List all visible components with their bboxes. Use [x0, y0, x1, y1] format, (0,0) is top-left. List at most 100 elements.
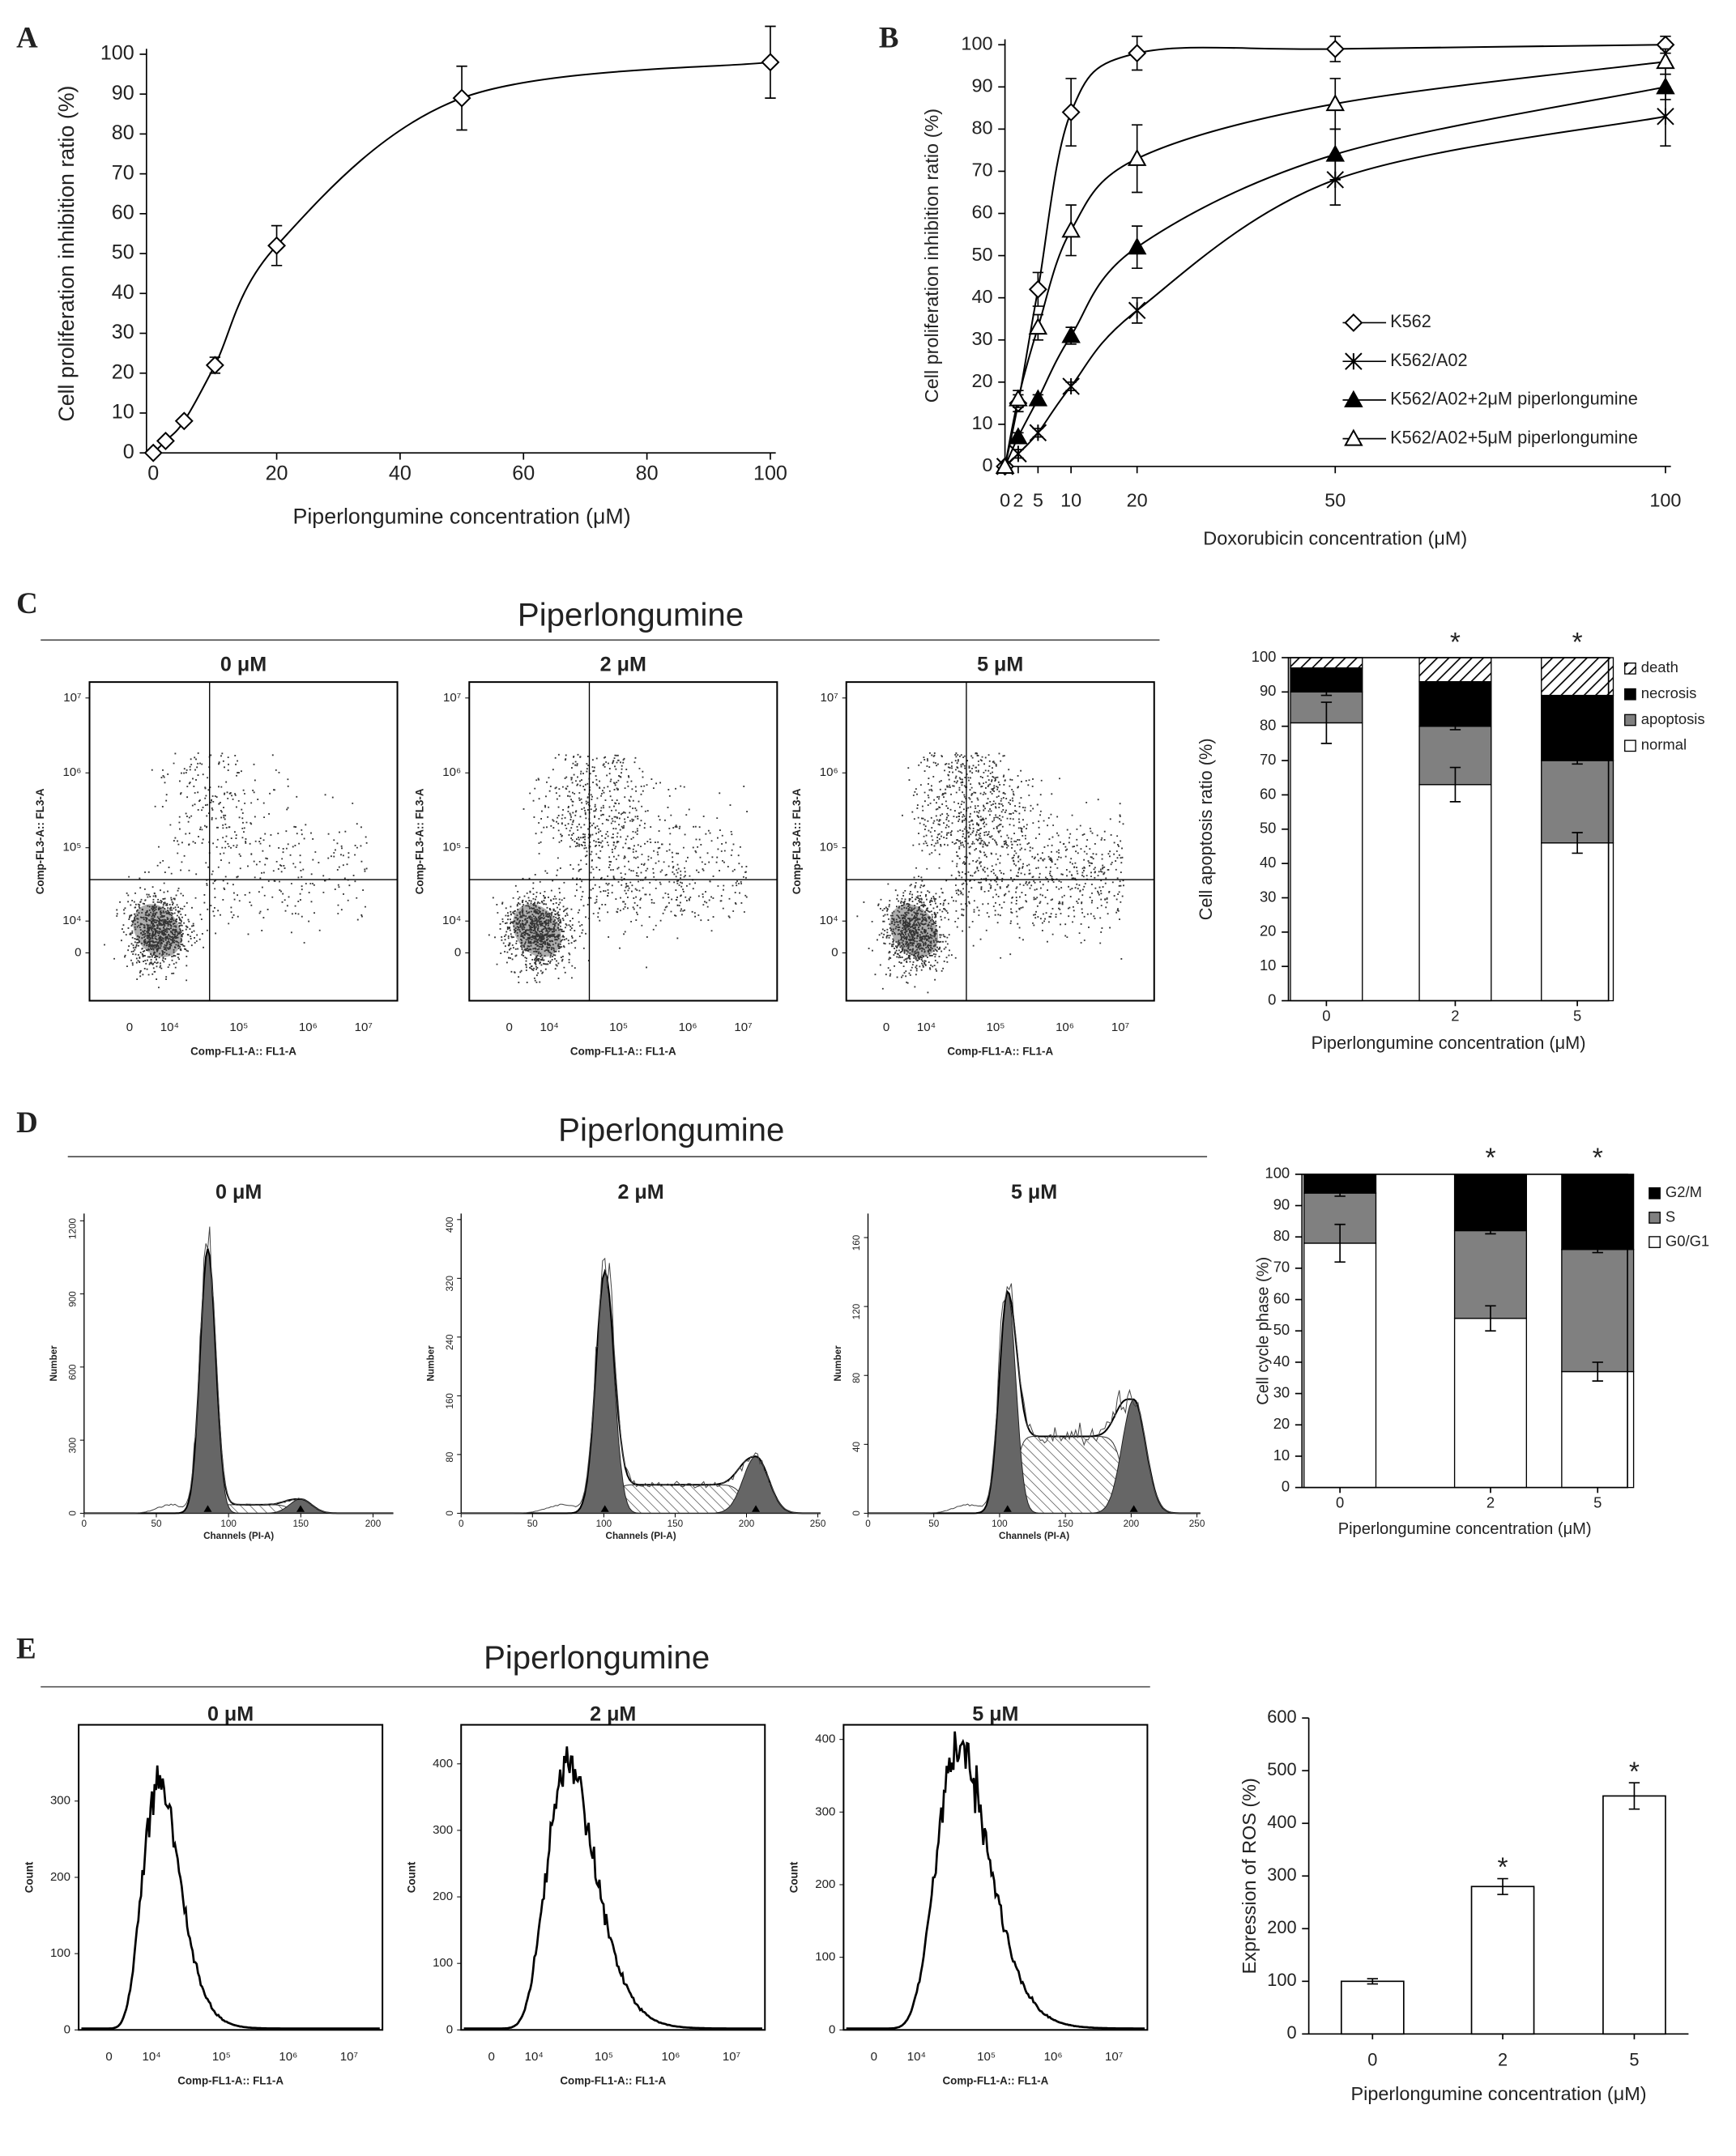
- marker: [1127, 148, 1147, 166]
- plot-frame: [460, 1724, 766, 2031]
- x-tick-label: 0: [1367, 2050, 1377, 2070]
- series-line: [1004, 44, 1666, 467]
- x-tick-label: 0: [865, 1519, 871, 1529]
- y-axis-label: Cell apoptosis ratio (%): [1196, 738, 1216, 920]
- x-axis-label: Piperlongumine concentration (μM): [1338, 1520, 1592, 1538]
- y-tick-label: 90: [1260, 682, 1276, 699]
- panel-letter: D: [16, 1106, 38, 1139]
- x-tick-label: 10⁶: [299, 1020, 318, 1034]
- x-tick-label: 100: [596, 1519, 612, 1529]
- legend-swatch: [1624, 688, 1636, 701]
- series-line: [152, 61, 771, 454]
- y-tick-label: 20: [971, 370, 992, 391]
- marker: [1656, 77, 1675, 95]
- y-axis-label: Comp-FL3-A:: FL3-A: [791, 788, 803, 894]
- y-tick-label: 100: [961, 32, 992, 53]
- x-tick-label: 10⁵: [229, 1020, 248, 1034]
- marker: [1325, 94, 1346, 112]
- legend-label: G2/M: [1666, 1183, 1702, 1200]
- panel-letter: B: [879, 21, 899, 54]
- y-tick-label: 0: [829, 2022, 835, 2036]
- peak-marker: [296, 1505, 305, 1512]
- y-tick-label: 10: [971, 412, 992, 433]
- y-tick-label: 70: [1273, 1259, 1290, 1276]
- marker: [1061, 220, 1081, 238]
- y-tick-label: 10⁷: [63, 691, 81, 705]
- y-tick-label: 500: [1267, 1759, 1296, 1779]
- series-line: [1004, 86, 1666, 467]
- y-tick-label: 10⁷: [443, 691, 461, 705]
- y-tick-label: 100: [50, 1946, 70, 1960]
- y-tick-label: 400: [1267, 1812, 1296, 1832]
- y-tick-label: 300: [433, 1823, 453, 1837]
- y-tick-label: 60: [1260, 785, 1276, 802]
- bar-segment: [1453, 1174, 1528, 1232]
- y-tick-label: 30: [112, 321, 134, 343]
- y-tick-label: 40: [971, 286, 992, 307]
- y-tick-label: 30: [1260, 888, 1276, 905]
- intensity-histogram: [846, 1731, 1145, 2030]
- marker: [1325, 144, 1346, 162]
- bar-segment: [1561, 1249, 1635, 1373]
- bar-segment: [1418, 657, 1492, 683]
- significance-mark: *: [1498, 1853, 1508, 1883]
- significance-mark: *: [1629, 1757, 1640, 1787]
- y-tick-label: 100: [1265, 1165, 1290, 1182]
- significance-mark: *: [1485, 1143, 1495, 1173]
- x-tick-label: 10⁷: [355, 1020, 373, 1034]
- y-tick-label: 30: [1273, 1383, 1290, 1400]
- bar-segment: [1303, 1242, 1377, 1489]
- y-tick-label: 80: [112, 121, 134, 144]
- y-tick-label: 30: [971, 328, 992, 349]
- y-tick-label: 90: [971, 75, 992, 96]
- x-tick-label: 0: [1000, 490, 1010, 511]
- x-tick-label: 10⁶: [1056, 1020, 1074, 1034]
- y-axis-label: Count: [788, 1861, 800, 1893]
- x-tick-label: 250: [1189, 1519, 1205, 1529]
- significance-mark: *: [1450, 628, 1461, 658]
- significance-mark: *: [1572, 628, 1583, 658]
- legend-label: normal: [1641, 736, 1687, 753]
- y-axis-label: Expression of ROS (%): [1239, 1778, 1260, 1974]
- y-tick-label: 70: [112, 161, 134, 184]
- y-tick-label: 10⁴: [442, 914, 461, 927]
- error-bar: [1485, 1226, 1496, 1235]
- x-axis-label: Comp-FL1-A:: FL1-A: [570, 1046, 676, 1058]
- y-tick-label: 20: [1273, 1415, 1290, 1432]
- x-tick-label: 0: [147, 462, 159, 485]
- x-tick-label: 0: [871, 2050, 877, 2064]
- plot-title: 5 μM: [972, 1703, 1018, 1726]
- raw-histogram: [461, 1257, 821, 1514]
- y-tick-label: 60: [971, 202, 992, 223]
- plot-title: 2 μM: [590, 1703, 636, 1726]
- legend-label: S: [1666, 1208, 1675, 1225]
- x-tick-label: 10⁵: [212, 2050, 231, 2064]
- plot-title: 0 μM: [215, 1181, 262, 1204]
- y-tick-label: 600: [1267, 1706, 1296, 1727]
- y-tick-label: 80: [971, 117, 992, 138]
- plot-title: 5 μM: [1011, 1181, 1057, 1204]
- y-axis-label: Comp-FL3-A:: FL3-A: [414, 788, 426, 894]
- x-tick-label: 2: [1498, 2050, 1508, 2070]
- legend-swatch: [1624, 739, 1636, 752]
- marker: [1062, 377, 1080, 395]
- x-tick-label: 10⁴: [907, 2050, 926, 2064]
- y-tick-label: 0: [1268, 991, 1276, 1008]
- legend-marker: [1345, 352, 1363, 370]
- y-tick-label: 100: [433, 1956, 453, 1970]
- y-tick-label: 600: [68, 1364, 79, 1380]
- error-bar: [1592, 1361, 1603, 1382]
- x-axis-label: Doxorubicin concentration (μM): [1203, 528, 1467, 549]
- x-tick-label: 200: [739, 1519, 755, 1529]
- peak-marker: [203, 1505, 212, 1512]
- y-tick-label: 60: [112, 201, 134, 224]
- error-bar: [1334, 1189, 1346, 1197]
- y-tick-label: 10⁴: [62, 914, 81, 927]
- x-tick-label: 10⁷: [340, 2050, 358, 2064]
- x-axis-label: Channels (PI-A): [203, 1531, 274, 1541]
- marker: [1009, 427, 1028, 445]
- y-tick-label: 10⁵: [442, 841, 461, 854]
- y-tick-label: 200: [433, 1890, 453, 1903]
- legend-label: K562: [1390, 311, 1431, 331]
